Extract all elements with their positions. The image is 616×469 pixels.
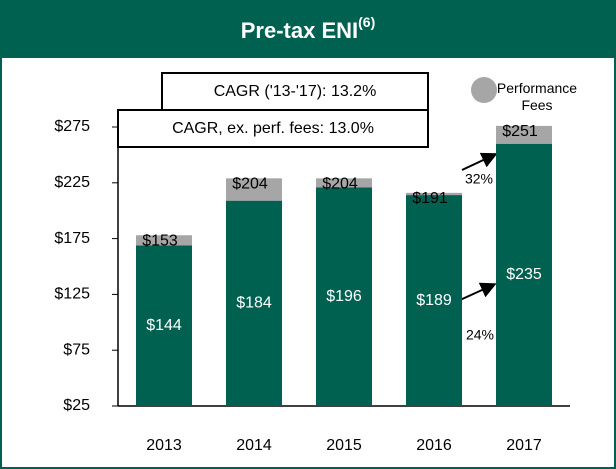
x-tick-label: 2017 (506, 437, 542, 454)
bar-segment (406, 195, 462, 406)
total-label: $153 (142, 232, 178, 249)
y-tick-label: $25 (63, 397, 90, 414)
legend-swatch (471, 77, 497, 103)
total-label: $204 (232, 175, 268, 192)
cagr-box (117, 109, 429, 148)
bar-segment (406, 192, 462, 196)
y-tick-label: $275 (54, 118, 90, 135)
bar-segment (496, 125, 552, 144)
total-label: $204 (322, 175, 358, 192)
y-tick-label: $175 (54, 230, 90, 247)
value-label: $235 (506, 266, 542, 283)
value-label: $189 (416, 292, 452, 309)
annotation: CAGR ('13-'17): 13.2% (214, 83, 377, 100)
bar-segment (226, 200, 282, 406)
arrow (461, 152, 498, 171)
value-label: $196 (326, 288, 362, 305)
x-tick-label: 2014 (236, 437, 272, 454)
title-band (0, 0, 616, 58)
value-label: $184 (236, 295, 272, 312)
x-tick-label: 2016 (416, 437, 452, 454)
y-tick-label: $125 (54, 286, 90, 303)
value-label: $144 (146, 317, 182, 334)
chart-title: Pre-tax ENI(6) (241, 14, 376, 43)
y-tick-label: $75 (63, 341, 90, 358)
x-tick-label: 2015 (326, 437, 362, 454)
annotation: 24% (466, 327, 494, 343)
total-label: $251 (502, 123, 538, 140)
arrow (459, 282, 497, 301)
bar-segment (316, 178, 372, 188)
annotation: 32% (465, 171, 493, 187)
annotation: CAGR, ex. perf. fees: 13.0% (172, 120, 374, 137)
x-tick-label: 2013 (146, 437, 182, 454)
bar-segment (136, 245, 192, 406)
bar-segment (496, 143, 552, 407)
bar-segment (316, 187, 372, 406)
legend-label: Performance Fees (496, 80, 578, 113)
cagr-box (161, 72, 429, 111)
y-tick-label: $225 (54, 174, 90, 191)
title-note: (6) (358, 14, 375, 30)
total-label: $191 (412, 190, 448, 207)
title-text: Pre-tax ENI (241, 18, 358, 43)
bar-segment (226, 178, 282, 201)
bar-segment (136, 235, 192, 246)
